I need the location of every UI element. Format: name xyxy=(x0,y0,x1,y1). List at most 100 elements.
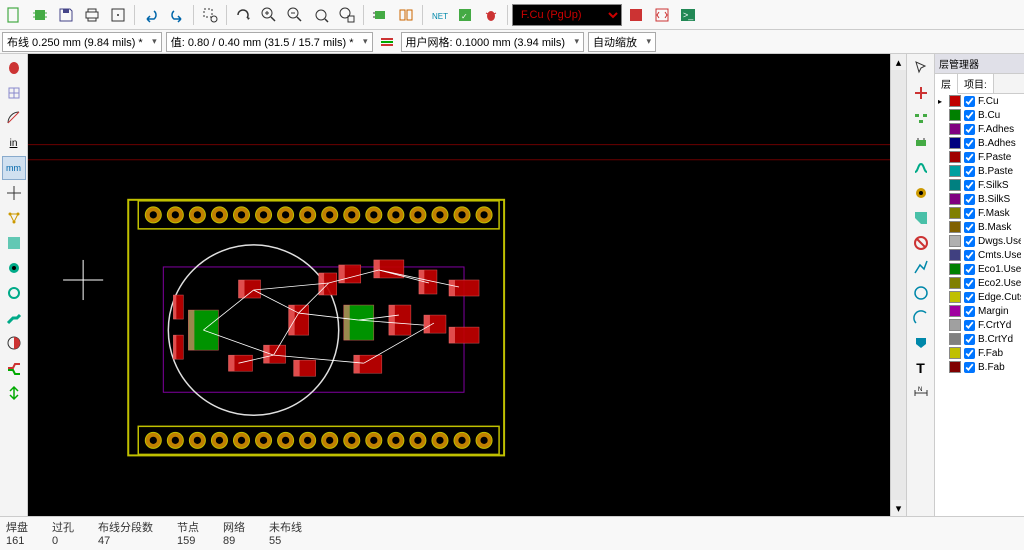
layer-visibility-checkbox[interactable] xyxy=(964,138,975,149)
layer-visibility-checkbox[interactable] xyxy=(964,278,975,289)
layer-color-swatch[interactable] xyxy=(949,165,961,177)
layer-visibility-checkbox[interactable] xyxy=(964,110,975,121)
layer-color-swatch[interactable] xyxy=(949,291,961,303)
layer-row[interactable]: Dwgs.User xyxy=(935,234,1024,248)
track-mode-icon[interactable] xyxy=(2,306,26,330)
layer-row[interactable]: F.Mask xyxy=(935,206,1024,220)
redo-icon[interactable] xyxy=(165,3,189,27)
layer-row[interactable]: B.Cu xyxy=(935,108,1024,122)
layer-color-swatch[interactable] xyxy=(949,263,961,275)
netlist-icon[interactable]: NET xyxy=(427,3,451,27)
layer-row[interactable]: F.SilkS xyxy=(935,178,1024,192)
layer-visibility-checkbox[interactable] xyxy=(964,208,975,219)
spread-icon[interactable] xyxy=(2,381,26,405)
add-zone-icon[interactable] xyxy=(909,206,933,230)
scroll-track[interactable] xyxy=(891,70,906,500)
zoom-out-icon[interactable] xyxy=(283,3,307,27)
layer-color-swatch[interactable] xyxy=(949,347,961,359)
layer-color-swatch[interactable] xyxy=(949,333,961,345)
grid-toggle-icon[interactable] xyxy=(2,81,26,105)
layer-color-swatch[interactable] xyxy=(949,151,961,163)
tab-items[interactable]: 项目: xyxy=(958,74,994,93)
layer-row[interactable]: Cmts.User xyxy=(935,248,1024,262)
keepout-icon[interactable] xyxy=(909,231,933,255)
highlight-net-icon[interactable] xyxy=(909,81,933,105)
cursor-shape-icon[interactable] xyxy=(2,181,26,205)
layer-visibility-checkbox[interactable] xyxy=(964,96,975,107)
tab-layers[interactable]: 层 xyxy=(935,74,958,94)
layer-color-swatch[interactable] xyxy=(949,123,961,135)
layer-visibility-checkbox[interactable] xyxy=(964,124,975,135)
add-text-icon[interactable]: T xyxy=(909,356,933,380)
layer-row[interactable]: F.Adhes xyxy=(935,122,1024,136)
refresh-icon[interactable] xyxy=(231,3,255,27)
contrast-icon[interactable] xyxy=(2,331,26,355)
plot-icon[interactable] xyxy=(106,3,130,27)
scroll-down-icon[interactable]: ▾ xyxy=(891,500,906,516)
layer-visibility-checkbox[interactable] xyxy=(964,292,975,303)
via-mode-icon[interactable] xyxy=(2,281,26,305)
zoom-selection-icon[interactable] xyxy=(335,3,359,27)
layer-visibility-checkbox[interactable] xyxy=(964,222,975,233)
trace-width-select[interactable]: 布线 0.250 mm (9.84 mils) * xyxy=(2,32,162,52)
pcb-canvas[interactable] xyxy=(28,54,890,516)
dimension-icon[interactable]: N xyxy=(909,381,933,405)
script-icon[interactable] xyxy=(650,3,674,27)
add-footprint-icon[interactable] xyxy=(909,131,933,155)
layer-visibility-checkbox[interactable] xyxy=(964,236,975,247)
layer-select[interactable]: F.Cu (PgUp) xyxy=(512,4,622,26)
layer-visibility-checkbox[interactable] xyxy=(964,320,975,331)
route-mode-icon[interactable] xyxy=(2,356,26,380)
layer-row[interactable]: B.Paste xyxy=(935,164,1024,178)
layer-visibility-checkbox[interactable] xyxy=(964,152,975,163)
footprint-icon[interactable] xyxy=(368,3,392,27)
zoom-select[interactable]: 自动缩放 xyxy=(588,32,656,52)
layer-visibility-checkbox[interactable] xyxy=(964,362,975,373)
zoom-in-icon[interactable] xyxy=(257,3,281,27)
scroll-up-icon[interactable]: ▴ xyxy=(891,54,906,70)
zoom-tool-icon[interactable] xyxy=(198,3,222,27)
layer-color-swatch[interactable] xyxy=(949,137,961,149)
layer-row[interactable]: B.Adhes xyxy=(935,136,1024,150)
add-via-icon[interactable] xyxy=(909,181,933,205)
layer-visibility-checkbox[interactable] xyxy=(964,250,975,261)
library-icon[interactable] xyxy=(394,3,418,27)
draw-polygon-icon[interactable] xyxy=(909,331,933,355)
print-icon[interactable] xyxy=(80,3,104,27)
ratsnest-toggle-icon[interactable] xyxy=(2,206,26,230)
drc-icon[interactable]: ✓ xyxy=(453,3,477,27)
layer-pair-icon[interactable] xyxy=(624,3,648,27)
units-in-icon[interactable]: in xyxy=(2,131,26,155)
layer-visibility-checkbox[interactable] xyxy=(964,194,975,205)
draw-line-icon[interactable] xyxy=(909,256,933,280)
bug-icon[interactable] xyxy=(479,3,503,27)
layer-color-swatch[interactable] xyxy=(949,249,961,261)
local-ratsnest-icon[interactable] xyxy=(909,106,933,130)
route-track-icon[interactable] xyxy=(909,156,933,180)
layer-row[interactable]: Eco2.User xyxy=(935,276,1024,290)
layer-row[interactable]: ▸F.Cu xyxy=(935,94,1024,108)
file-icon[interactable] xyxy=(2,3,26,27)
layer-row[interactable]: B.Fab xyxy=(935,360,1024,374)
layer-row[interactable]: B.SilkS xyxy=(935,192,1024,206)
terminal-icon[interactable]: >_ xyxy=(676,3,700,27)
layer-color-swatch[interactable] xyxy=(949,179,961,191)
chip-icon[interactable] xyxy=(28,3,52,27)
layer-row[interactable]: B.Mask xyxy=(935,220,1024,234)
layer-visibility-checkbox[interactable] xyxy=(964,306,975,317)
layer-color-swatch[interactable] xyxy=(949,95,961,107)
layer-color-swatch[interactable] xyxy=(949,319,961,331)
layer-row[interactable]: Eco1.User xyxy=(935,262,1024,276)
save-icon[interactable] xyxy=(54,3,78,27)
zoom-fit-icon[interactable] xyxy=(309,3,333,27)
grid-select[interactable]: 用户网格: 0.1000 mm (3.94 mils) xyxy=(401,32,585,52)
drc-marker-icon[interactable] xyxy=(2,56,26,80)
layer-color-swatch[interactable] xyxy=(949,305,961,317)
layer-row[interactable]: F.Paste xyxy=(935,150,1024,164)
layer-color-swatch[interactable] xyxy=(949,277,961,289)
layer-color-swatch[interactable] xyxy=(949,207,961,219)
layer-row[interactable]: Edge.Cuts xyxy=(935,290,1024,304)
polar-icon[interactable] xyxy=(2,106,26,130)
layer-visibility-checkbox[interactable] xyxy=(964,348,975,359)
draw-arc-icon[interactable] xyxy=(909,306,933,330)
